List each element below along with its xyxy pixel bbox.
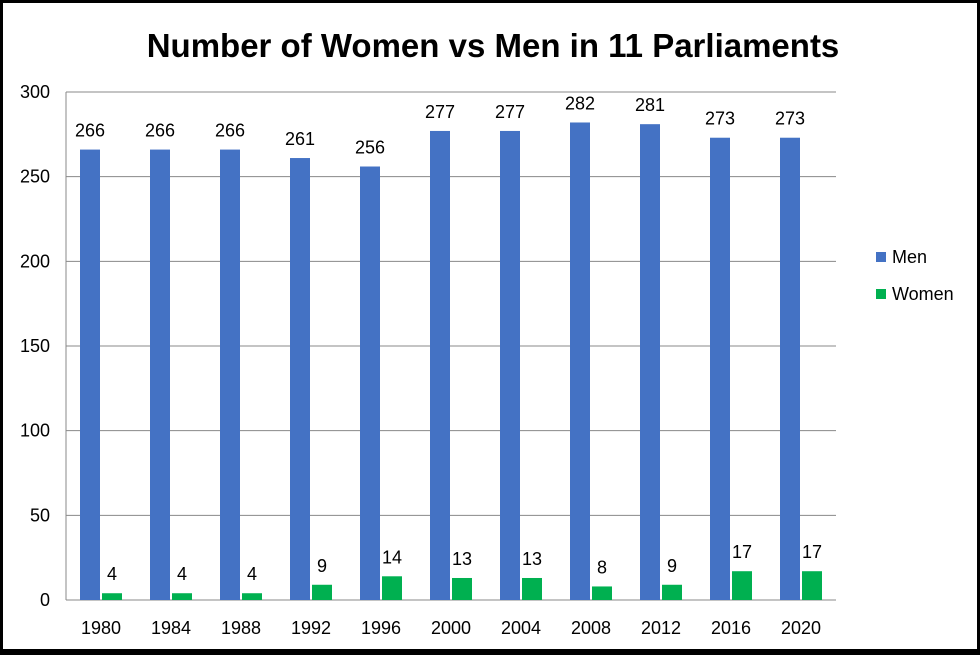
- data-label-men: 281: [635, 95, 665, 115]
- bar-men-2016: [710, 137, 730, 600]
- data-label-men: 277: [495, 102, 525, 122]
- data-label-men: 256: [355, 138, 385, 158]
- x-tick-label: 1992: [291, 618, 331, 638]
- bar-women-2008: [592, 586, 612, 600]
- x-tick-label: 2004: [501, 618, 541, 638]
- bar-women-2004: [522, 577, 542, 600]
- bar-men-1980: [80, 149, 100, 600]
- legend-swatch-women: [876, 289, 886, 299]
- data-label-men: 266: [75, 121, 105, 141]
- data-label-women: 17: [732, 542, 752, 562]
- bar-women-1980: [102, 593, 122, 600]
- data-label-women: 17: [802, 542, 822, 562]
- data-label-men: 261: [285, 129, 315, 149]
- y-tick-label: 50: [30, 505, 50, 525]
- x-tick-label: 1996: [361, 618, 401, 638]
- x-tick-label: 1988: [221, 618, 261, 638]
- legend: Men Women: [876, 247, 954, 304]
- bar-women-1992: [312, 584, 332, 600]
- bar-men-2000: [430, 130, 450, 600]
- y-tick-label: 100: [20, 421, 50, 441]
- y-tick-label: 0: [40, 590, 50, 610]
- data-label-men: 277: [425, 102, 455, 122]
- bar-men-1996: [360, 166, 380, 601]
- legend-swatch-men: [876, 252, 886, 262]
- bar-men-2008: [570, 122, 590, 600]
- legend-label-men: Men: [892, 247, 927, 267]
- gridlines: [65, 91, 836, 601]
- y-tick-label: 300: [20, 82, 50, 102]
- bar-women-1984: [172, 593, 192, 600]
- legend-label-women: Women: [892, 284, 954, 304]
- data-label-men: 266: [215, 121, 245, 141]
- x-tick-label: 1980: [81, 618, 121, 638]
- bar-women-2020: [802, 571, 822, 600]
- data-label-women: 8: [597, 557, 607, 577]
- data-label-women: 14: [382, 547, 402, 567]
- bar-women-2000: [452, 577, 472, 600]
- bar-women-2012: [662, 584, 682, 600]
- bar-women-2016: [732, 571, 752, 600]
- y-tick-label: 150: [20, 336, 50, 356]
- y-axis-ticks: 0 50 100 150 200 250 300: [20, 82, 50, 610]
- bar-men-2004: [500, 130, 520, 600]
- x-axis-ticks: 1980 1984 1988 1992 1996 2000 2004 2008 2012 2016…: [81, 618, 821, 638]
- bar-chart: Number of Women vs Men in 11 Parliaments…: [20, 27, 954, 638]
- data-label-men: 282: [565, 93, 595, 113]
- data-label-women: 4: [177, 564, 187, 584]
- chart-title: Number of Women vs Men in 11 Parliaments: [147, 27, 840, 64]
- bars: [80, 122, 822, 601]
- data-label-men: 273: [705, 109, 735, 129]
- data-label-women: 9: [317, 556, 327, 576]
- y-tick-label: 200: [20, 251, 50, 271]
- x-tick-label: 2012: [641, 618, 681, 638]
- data-labels: 266 4 266 4 266 4 261 9 256 14 277 13 277 13 282 8 281 9 2…: [75, 93, 822, 584]
- bar-women-1988: [242, 593, 262, 600]
- data-label-women: 4: [247, 564, 257, 584]
- data-label-men: 266: [145, 121, 175, 141]
- x-tick-label: 2000: [431, 618, 471, 638]
- bar-men-1992: [290, 158, 310, 601]
- y-tick-label: 250: [20, 167, 50, 187]
- bar-women-1996: [382, 576, 402, 600]
- bar-men-1988: [220, 149, 240, 600]
- data-label-women: 13: [522, 549, 542, 569]
- data-label-women: 13: [452, 549, 472, 569]
- bar-men-2020: [780, 137, 800, 600]
- x-tick-label: 2016: [711, 618, 751, 638]
- data-label-women: 9: [667, 556, 677, 576]
- data-label-men: 273: [775, 109, 805, 129]
- x-tick-label: 1984: [151, 618, 191, 638]
- bar-men-2012: [640, 124, 660, 600]
- bar-men-1984: [150, 149, 170, 600]
- x-tick-label: 2020: [781, 618, 821, 638]
- x-tick-label: 2008: [571, 618, 611, 638]
- data-label-women: 4: [107, 564, 117, 584]
